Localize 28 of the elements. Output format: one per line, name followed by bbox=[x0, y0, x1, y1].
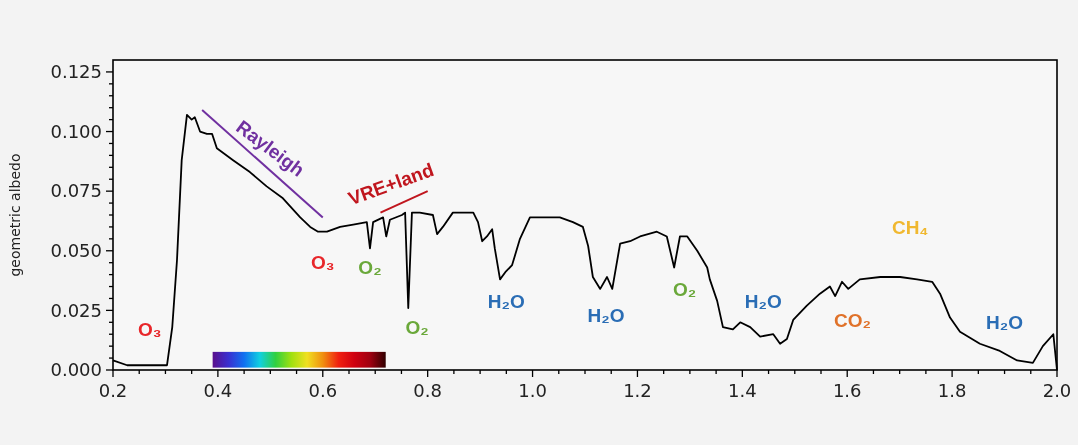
annotation: O₃ bbox=[137, 319, 162, 341]
annotation: O₂ bbox=[405, 316, 429, 338]
x-tick-label: 0.8 bbox=[413, 380, 442, 401]
annotation: H₂O bbox=[487, 290, 525, 312]
x-tick-label: 1.0 bbox=[518, 380, 547, 401]
annotation: H₂O bbox=[587, 304, 625, 326]
annotation: CH₄ bbox=[891, 216, 929, 238]
annotation: H₂O bbox=[986, 311, 1024, 333]
x-tick-label: 1.2 bbox=[623, 380, 652, 401]
x-tick-label: 1.6 bbox=[832, 380, 862, 401]
annotation: O₂ bbox=[673, 278, 697, 300]
y-tick-label: 0.050 bbox=[50, 240, 102, 262]
annotation: O₂ bbox=[358, 257, 382, 279]
annotation: O₃ bbox=[310, 252, 335, 274]
y-tick-label: 0.075 bbox=[50, 180, 102, 202]
x-tick-label: 1.4 bbox=[728, 380, 757, 401]
y-axis-title: geometric albedo bbox=[7, 153, 23, 277]
y-tick-label: 0.025 bbox=[50, 299, 102, 321]
x-tick-label: 0.4 bbox=[203, 380, 233, 401]
x-tick-label: 0.2 bbox=[98, 380, 128, 401]
y-tick-label: 0.000 bbox=[50, 359, 102, 381]
x-tick-label: 2.0 bbox=[1042, 380, 1072, 401]
x-tick-label: 1.8 bbox=[937, 380, 967, 401]
annotation: H₂O bbox=[744, 290, 782, 312]
x-tick-label: 0.6 bbox=[308, 380, 338, 401]
y-tick-label: 0.100 bbox=[50, 120, 102, 142]
y-tick-label: 0.125 bbox=[50, 61, 102, 83]
annotation: CO₂ bbox=[833, 309, 871, 331]
